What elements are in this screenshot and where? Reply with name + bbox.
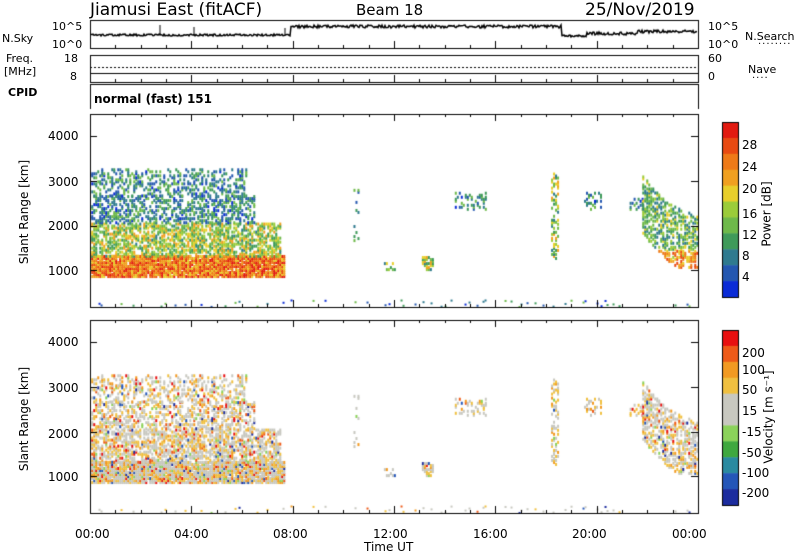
freq-tick-top: 18	[64, 52, 78, 65]
power-cbar-tick-20: 20	[742, 182, 758, 196]
power-cbar-tick-28: 28	[742, 138, 758, 152]
velocity-cbar-tick-50: 50	[742, 383, 758, 397]
freq-unit: [MHz]	[4, 65, 37, 78]
nsky-label: N.Sky	[2, 32, 34, 45]
date-title: 25/Nov/2019	[585, 0, 695, 20]
xtick-0000-end: 00:00	[672, 527, 707, 541]
nsky-tick-bottom: 10^0	[52, 38, 83, 51]
nsearch-tick-top: 10^5	[708, 20, 739, 33]
power-ytick-1000: 1000	[48, 264, 79, 278]
velocity-ytick-2000: 2000	[48, 427, 79, 441]
velocity-ytick-3000: 3000	[48, 381, 79, 395]
nave-tick-bottom: 0	[708, 70, 715, 83]
velocity-cbar-label: Velocity [m s⁻¹]	[761, 370, 776, 464]
xtick-0800: 08:00	[273, 527, 308, 541]
velocity-cbar-tick-neg50: -50	[742, 446, 762, 460]
nsearch-tick-bottom: 10^0	[708, 38, 739, 51]
velocity-ytick-4000: 4000	[48, 335, 79, 349]
freq-label: Freq.	[6, 52, 34, 65]
power-ytick-2000: 2000	[48, 219, 79, 233]
nsky-tick-top: 10^5	[52, 20, 83, 33]
xtick-0000: 00:00	[75, 527, 110, 541]
nsearch-legend: ........	[758, 36, 792, 47]
nave-tick-top: 60	[708, 52, 722, 65]
velocity-cbar-tick-neg15: -15	[742, 425, 762, 439]
power-cbar-tick-8: 8	[742, 249, 750, 263]
nave-legend: ....	[752, 70, 769, 81]
freq-tick-bottom: 8	[70, 70, 77, 83]
velocity-ytick-1000: 1000	[48, 470, 79, 484]
power-cbar-tick-4: 4	[742, 270, 750, 284]
power-ylabel: Slant Range [km]	[17, 159, 32, 265]
power-cbar-tick-16: 16	[742, 207, 758, 221]
power-cbar-tick-12: 12	[742, 228, 758, 242]
xtick-0400: 04:00	[174, 527, 209, 541]
xtick-2000: 20:00	[572, 527, 607, 541]
velocity-cbar-tick-200: 200	[742, 346, 765, 360]
xtick-1200: 12:00	[373, 527, 408, 541]
nsearch-label: N.Search	[745, 30, 795, 43]
power-ytick-3000: 3000	[48, 175, 79, 189]
velocity-cbar-tick-neg200: -200	[742, 486, 770, 500]
xtick-1600: 16:00	[473, 527, 508, 541]
cpid-label: CPID	[8, 86, 38, 99]
beam-title: Beam 18	[356, 1, 424, 19]
power-cbar-tick-24: 24	[742, 160, 758, 174]
station-title: Jiamusi East (fitACF)	[90, 0, 263, 20]
velocity-cbar-tick-15: 15	[742, 404, 758, 418]
velocity-ylabel: Slant Range [km]	[17, 366, 32, 472]
cpid-value: normal (fast) 151	[94, 92, 212, 106]
xlabel: Time UT	[364, 540, 414, 554]
velocity-cbar-tick-100: 100	[742, 363, 765, 377]
power-ytick-4000: 4000	[48, 129, 79, 143]
nave-label: Nave	[748, 63, 777, 76]
power-cbar-label: Power [dB]	[759, 181, 774, 247]
velocity-cbar-tick-neg100: -100	[742, 466, 770, 480]
